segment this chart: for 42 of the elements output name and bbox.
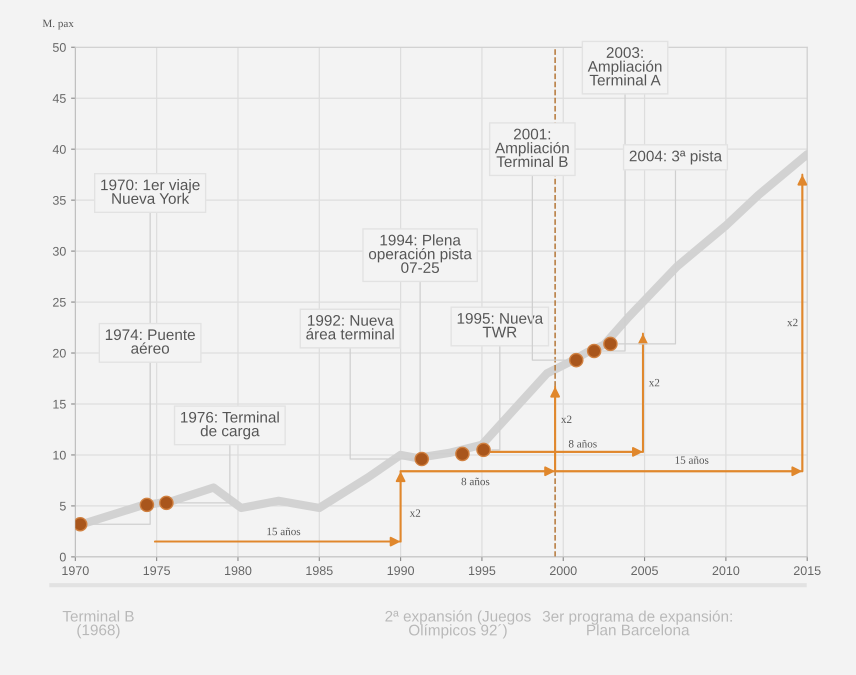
annotation: 1976: Terminal de carga (181, 411, 279, 440)
y-tick-label: 30 (52, 246, 66, 256)
annotation: x2 (410, 509, 420, 517)
x-tick-label: 1990 (388, 566, 414, 576)
annotation: x2 (561, 416, 572, 423)
x-tick-label: 1995 (468, 566, 496, 576)
x-tick-label: 1975 (144, 566, 170, 576)
y-axis-title: M. pax (42, 20, 74, 30)
x-tick-label: 2015 (794, 566, 821, 576)
x-tick-label: 2005 (631, 566, 658, 576)
y-tick-label: 15 (53, 400, 66, 409)
annotation: 1995: Nueva TWR (458, 312, 544, 338)
x-tick-label: 2010 (712, 566, 740, 576)
y-tick-label: 5 (60, 502, 66, 511)
annotation: x2 (787, 318, 798, 326)
y-tick-label: 45 (52, 94, 66, 103)
annotation: 2004: 3ª pista (630, 150, 722, 164)
y-tick-label: 10 (53, 450, 66, 460)
annotation: 15 años (267, 528, 300, 536)
annotation: 1994: Plena operación pista 07-25 (368, 234, 472, 274)
annotation: 8 años (568, 440, 597, 448)
text: 3er programa de expansión: Plan Barcelona (542, 610, 732, 636)
y-tick-label: 20 (53, 348, 66, 358)
y-tick-label: 50 (52, 43, 66, 52)
annotation: 1970: 1er viaje Nueva York (101, 179, 200, 204)
y-tick-label: 25 (53, 298, 66, 307)
annotation: 2001: Ampliación Terminal B (495, 128, 569, 168)
text: Terminal B (1968) (62, 610, 134, 638)
x-tick-label: 1980 (225, 566, 252, 576)
annotation: 2003: Ampliación Terminal A (588, 47, 662, 86)
annotation: 15 años (676, 456, 708, 464)
x-tick-label: 2000 (550, 566, 577, 576)
x-tick-label: 1970 (62, 566, 89, 576)
annotation: 1974: Puente aéreo (106, 329, 195, 354)
y-tick-label: 0 (60, 552, 66, 562)
text: 2ª expansión (Juegos Olímpicos 92´) (385, 610, 531, 639)
annotation: x2 (648, 378, 660, 386)
annotation: 1992: Nueva área terminal (306, 315, 394, 340)
x-tick-label: 1985 (306, 566, 333, 576)
annotation: 8 años (461, 478, 490, 486)
y-tick-label: 35 (52, 196, 66, 205)
y-tick-label: 40 (52, 144, 66, 154)
